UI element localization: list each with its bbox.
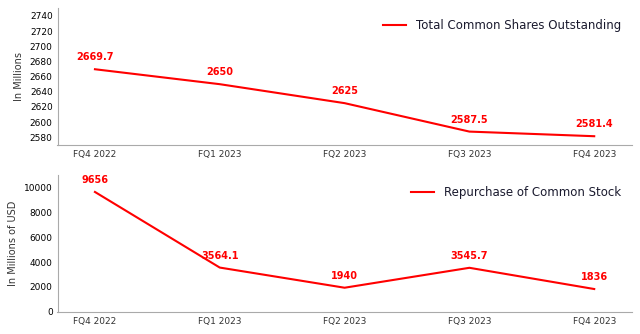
Text: 2669.7: 2669.7	[76, 52, 114, 62]
Text: 2650: 2650	[206, 67, 233, 77]
Text: 2625: 2625	[331, 86, 358, 96]
Legend: Total Common Shares Outstanding: Total Common Shares Outstanding	[378, 14, 626, 37]
Legend: Repurchase of Common Stock: Repurchase of Common Stock	[406, 181, 626, 204]
Text: 9656: 9656	[81, 175, 108, 185]
Text: 3545.7: 3545.7	[451, 251, 488, 261]
Text: 2581.4: 2581.4	[575, 119, 613, 129]
Text: 1836: 1836	[580, 272, 608, 282]
Y-axis label: In Millions: In Millions	[14, 52, 24, 101]
Text: 2587.5: 2587.5	[451, 115, 488, 125]
Text: 1940: 1940	[331, 271, 358, 281]
Y-axis label: In Millions of USD: In Millions of USD	[8, 201, 19, 286]
Text: 3564.1: 3564.1	[201, 250, 239, 261]
